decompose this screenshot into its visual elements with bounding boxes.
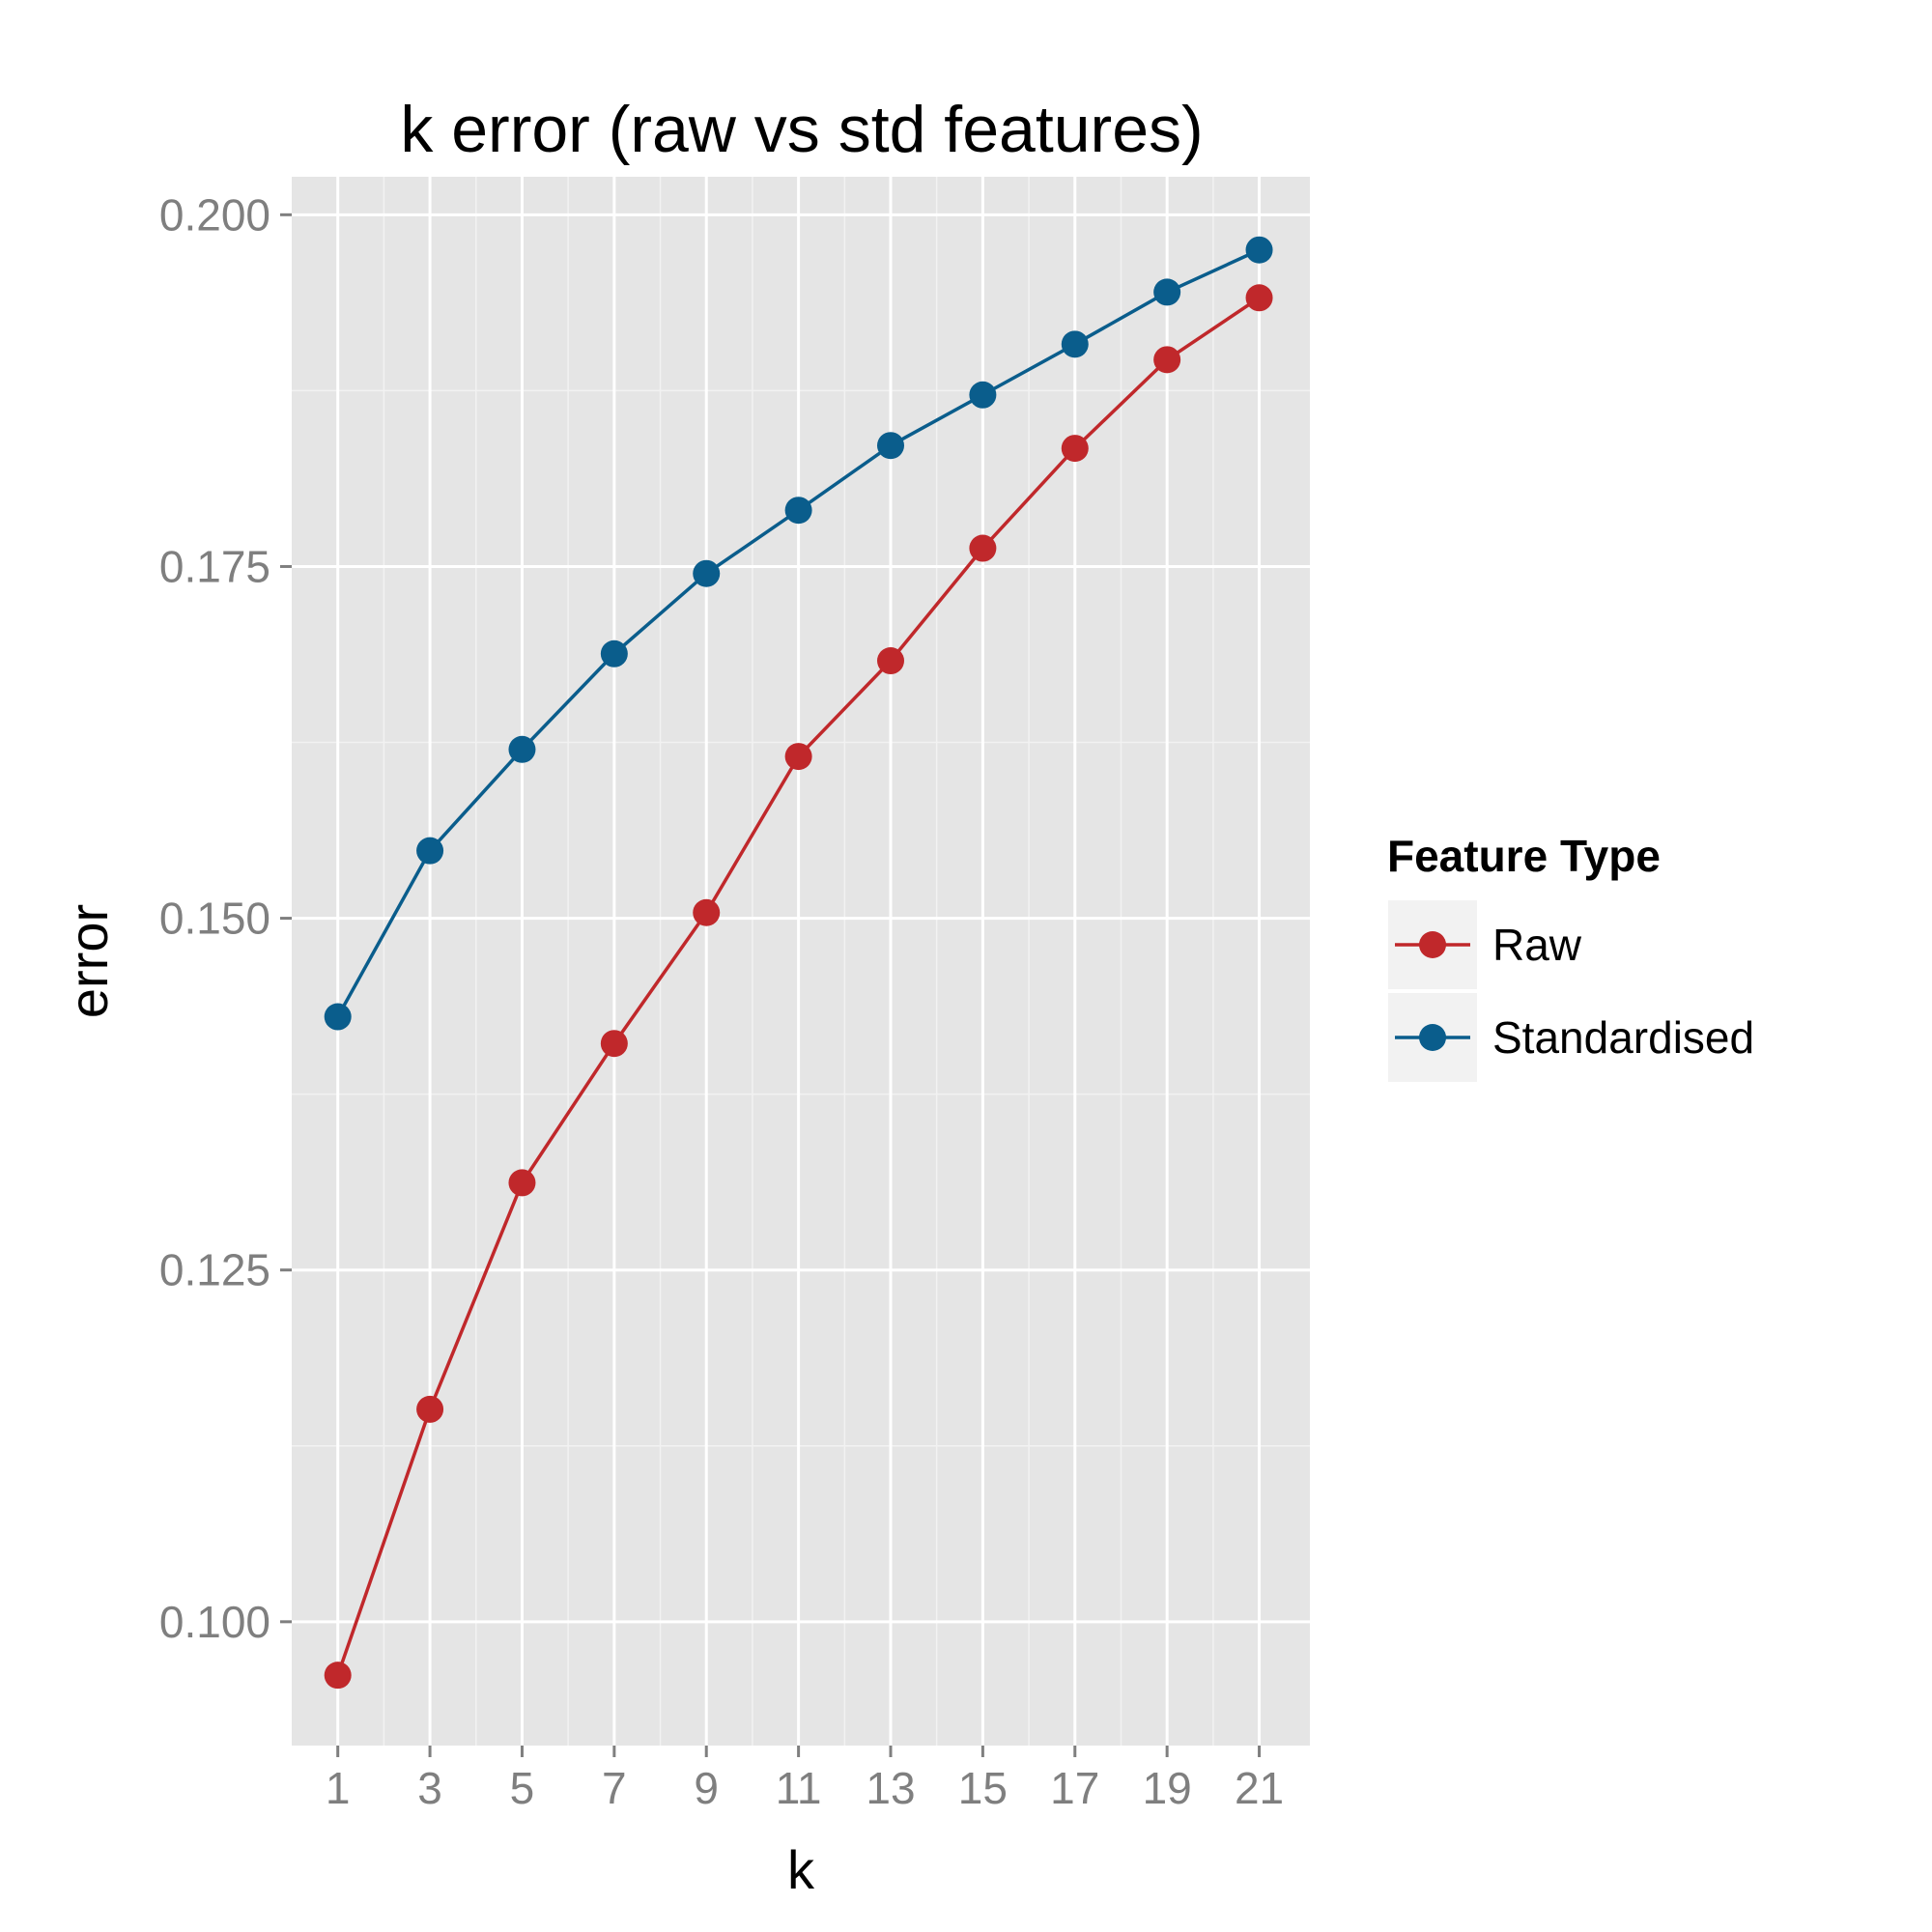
data-point-standardised (969, 381, 997, 409)
x-tick-label: 11 (776, 1763, 822, 1813)
y-tick-label: 0.200 (159, 189, 270, 240)
plot-panel (292, 177, 1310, 1746)
x-tick-label: 7 (602, 1763, 627, 1813)
y-tick-label: 0.125 (159, 1245, 270, 1295)
data-point-standardised (1245, 236, 1273, 264)
y-axis-title: error (58, 904, 119, 1018)
data-point-raw (969, 534, 997, 562)
x-axis-title: k (787, 1839, 815, 1900)
x-tick-label: 15 (958, 1763, 1008, 1813)
data-point-standardised (1153, 278, 1181, 306)
data-point-raw (1153, 346, 1181, 374)
data-point-raw (784, 743, 812, 771)
data-point-raw (600, 1030, 628, 1058)
x-tick-label: 13 (866, 1763, 915, 1813)
legend-title: Feature Type (1387, 831, 1661, 881)
x-tick-label: 19 (1143, 1763, 1192, 1813)
data-point-raw (508, 1169, 536, 1197)
data-point-standardised (508, 735, 536, 763)
data-point-standardised (877, 432, 904, 460)
x-tick-label: 3 (417, 1763, 442, 1813)
y-tick-label: 0.150 (159, 894, 270, 944)
data-point-standardised (1061, 330, 1089, 358)
data-point-standardised (416, 837, 444, 865)
y-tick-label: 0.100 (159, 1597, 270, 1647)
legend: Feature Type Raw Standardised (1387, 831, 1754, 1082)
x-tick-label: 1 (326, 1763, 351, 1813)
legend-label-standardised: Standardised (1492, 1012, 1754, 1063)
x-axis: 1 3 5 7 9 11 13 15 17 19 21 (326, 1746, 1284, 1813)
x-tick-label: 17 (1050, 1763, 1099, 1813)
data-point-standardised (784, 497, 812, 525)
data-point-standardised (600, 639, 628, 668)
x-tick-label: 9 (694, 1763, 719, 1813)
chart-title: k error (raw vs std features) (400, 93, 1203, 166)
x-tick-label: 5 (510, 1763, 535, 1813)
data-point-standardised (693, 559, 721, 587)
data-point-raw (693, 898, 721, 926)
legend-key-marker (1419, 1024, 1446, 1051)
legend-label-raw: Raw (1492, 920, 1582, 970)
data-point-raw (877, 647, 904, 675)
data-point-raw (324, 1662, 352, 1690)
x-tick-label: 21 (1235, 1763, 1284, 1813)
y-tick-label: 0.175 (159, 541, 270, 591)
minor-gridlines (292, 177, 1310, 1746)
data-point-raw (416, 1395, 444, 1423)
data-point-raw (1245, 284, 1273, 312)
legend-items: Raw Standardised (1388, 900, 1754, 1082)
legend-key-marker (1419, 931, 1446, 958)
y-axis: 0.100 0.125 0.150 0.175 0.200 (159, 189, 292, 1647)
data-point-standardised (324, 1003, 352, 1031)
data-point-raw (1061, 435, 1089, 463)
series-layer (324, 236, 1273, 1690)
